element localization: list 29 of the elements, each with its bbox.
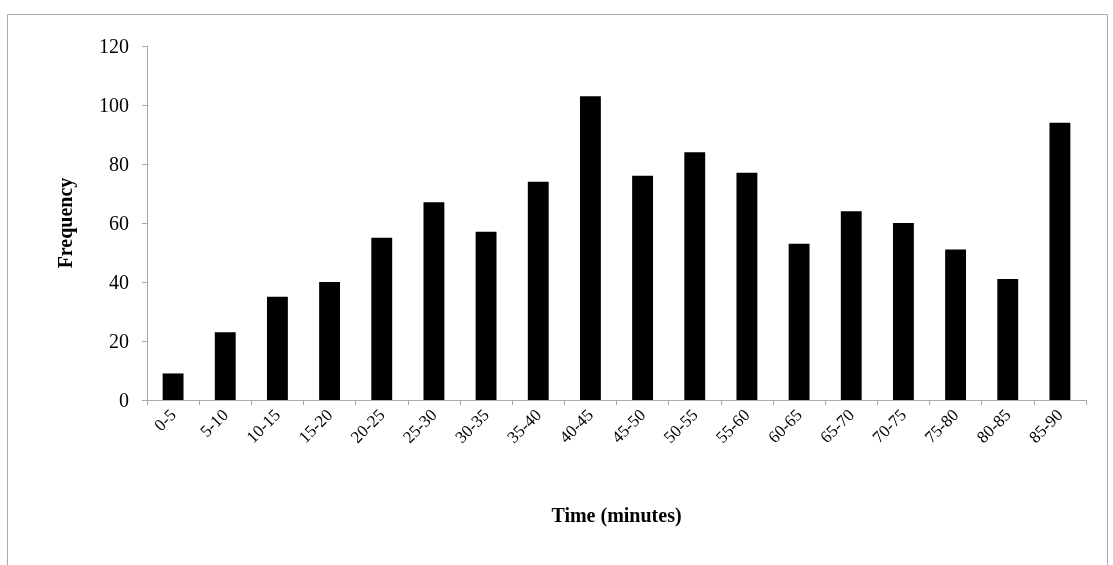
y-tick-label: 20: [109, 330, 129, 352]
bar: [266, 296, 288, 400]
x-axis-title: Time (minutes): [551, 504, 682, 527]
bar: [214, 332, 236, 400]
bar: [997, 279, 1019, 400]
y-tick-label: 40: [109, 271, 129, 293]
bar: [632, 175, 654, 400]
y-tick-label: 80: [109, 153, 129, 175]
x-tick-label: 5-10: [196, 405, 232, 441]
bar: [371, 237, 393, 400]
y-axis-title: Frequency: [54, 177, 77, 269]
bar: [1049, 122, 1071, 400]
bar: [527, 181, 549, 400]
bar: [684, 152, 706, 400]
y-tick-label: 100: [99, 94, 129, 116]
y-tick-label: 60: [109, 212, 129, 234]
bar: [840, 211, 862, 400]
y-tick-label: 0: [119, 389, 129, 411]
bar: [423, 202, 445, 400]
bar: [579, 96, 601, 400]
bar: [788, 243, 810, 400]
y-tick-label: 120: [99, 35, 129, 57]
bar: [945, 249, 967, 400]
bar: [319, 282, 341, 400]
bar: [736, 172, 758, 400]
bar: [475, 231, 497, 400]
bar: [162, 373, 184, 400]
x-tick-label: 0-5: [150, 405, 180, 435]
bar: [892, 223, 914, 400]
